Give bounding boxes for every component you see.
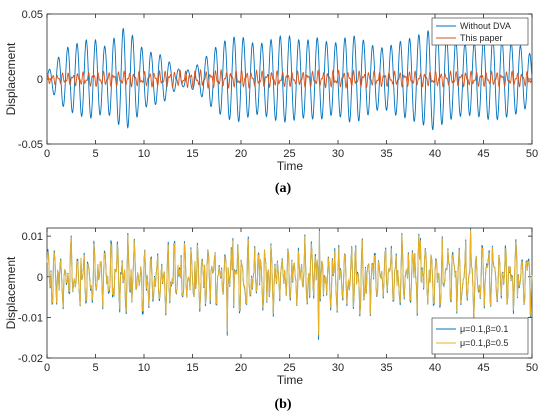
y-axis-label-b: Displacement: [4, 256, 18, 329]
y-tick-label: 0: [37, 74, 43, 86]
x-tick-label: 45: [477, 362, 489, 374]
x-tick-label: 10: [138, 362, 150, 374]
x-tick-label: 20: [235, 148, 247, 160]
y-ticks-b: -0.02 -0.01 0 0.01: [18, 231, 532, 365]
x-tick-label: 30: [332, 362, 344, 374]
panel-b: 0 5 10 15 20 25 30 35 40 45 50 -0.02 -0.01 0 0.01 Tim…: [4, 227, 538, 412]
x-tick-label: 30: [332, 148, 344, 160]
x-tick-label: 10: [138, 148, 150, 160]
x-axis-label-b: Time: [277, 373, 304, 387]
legend-label-without-dva: Without DVA: [460, 21, 511, 31]
legend-box-a: [431, 17, 529, 46]
legend-label-this-paper: This paper: [460, 33, 503, 43]
y-tick-label: 0: [37, 272, 43, 284]
legend-a: Without DVA This paper: [431, 17, 529, 46]
y-tick-label: -0.01: [18, 312, 43, 324]
y-tick-label: 0.01: [22, 231, 43, 243]
x-tick-label: 45: [477, 148, 489, 160]
series-group-a: [46, 28, 533, 131]
series-line-this-paper: [46, 68, 533, 90]
x-tick-label: 40: [429, 148, 441, 160]
x-tick-label: 5: [92, 148, 98, 160]
series-group-b: [46, 227, 533, 340]
x-tick-label: 25: [283, 362, 295, 374]
x-tick-label: 25: [283, 148, 295, 160]
x-tick-label: 50: [526, 362, 538, 374]
legend-b: μ=0.1,β=0.1 μ=0.1,β=0.5: [431, 317, 529, 355]
caption-a: (a): [275, 181, 292, 196]
series-line-beta-05: [46, 229, 533, 336]
legend-box-b: [431, 317, 529, 355]
x-tick-label: 0: [44, 148, 50, 160]
x-tick-label: 20: [235, 362, 247, 374]
y-axis-label-a: Displacement: [4, 42, 18, 115]
x-tick-label: 35: [380, 362, 392, 374]
x-axis-label-a: Time: [277, 159, 304, 173]
x-tick-label: 35: [380, 148, 392, 160]
y-tick-label: -0.05: [18, 139, 43, 151]
x-tick-label: 40: [429, 362, 441, 374]
series-line-without-dva: [46, 28, 533, 131]
caption-b: (b): [274, 397, 291, 412]
x-tick-label: 5: [92, 362, 98, 374]
x-tick-label: 15: [186, 362, 198, 374]
y-tick-label: 0.05: [22, 9, 43, 21]
x-tick-label: 15: [186, 148, 198, 160]
x-tick-label: 50: [526, 148, 538, 160]
x-tick-label: 0: [44, 362, 50, 374]
x-ticks-a: 0 5 10 15 20 25 30 35 40 45 50: [44, 14, 538, 160]
x-ticks-b: 0 5 10 15 20 25 30 35 40 45 50: [44, 228, 538, 374]
legend-label-beta-05: μ=0.1,β=0.5: [460, 338, 508, 348]
legend-label-beta-01: μ=0.1,β=0.1: [460, 324, 508, 334]
y-tick-label: -0.02: [18, 353, 43, 365]
